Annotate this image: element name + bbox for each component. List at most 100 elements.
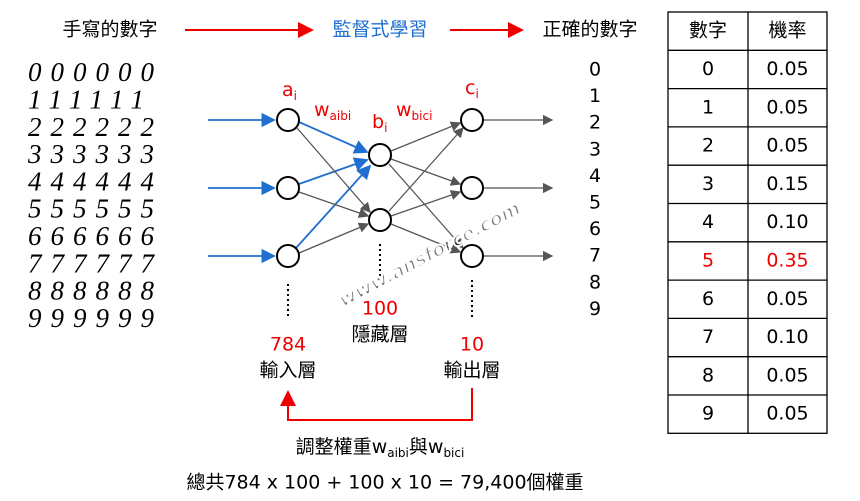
w-bc-label: wbici [396,99,432,123]
table-cell: 0.05 [766,135,808,157]
node [460,108,484,132]
base: a [282,79,294,101]
table-cell: 4 [702,211,714,233]
connection [295,164,372,249]
connection [390,223,462,254]
text: 與 [409,436,428,458]
base: b [372,111,384,133]
digit-row: 111111 [28,85,153,115]
output-digit: 4 [589,165,601,187]
connection [390,158,462,186]
sub: bici [443,446,464,460]
connection [388,127,464,212]
base: w [428,436,444,458]
table-cell: 5 [702,249,714,271]
base: w [314,99,330,121]
sub: i [294,89,297,103]
base: w [396,99,412,121]
digit-row: 000000 [28,57,163,87]
connection [296,127,371,213]
output-digit: 9 [589,298,601,320]
table-cell: 0 [702,58,714,80]
node [460,244,484,268]
a-label: ai [282,79,297,103]
connection [388,163,464,249]
table-cell: 0.15 [766,173,808,195]
base: w [372,436,388,458]
table-cell: 0.35 [766,249,808,271]
output-count: 10 [460,334,484,356]
process-label: 監督式學習 [332,19,427,41]
output-digit: 6 [589,218,601,240]
connection [298,121,369,154]
digit-row: 555555 [28,194,163,224]
digit-row: 444444 [28,166,163,196]
node [368,143,392,167]
connection [390,190,462,217]
node [276,244,300,268]
node [368,208,392,232]
total-label: 總共784 x 100 + 100 x 10 = 79,400個權重 [186,472,583,494]
table-cell: 9 [702,403,714,425]
input-label: 手寫的數字 [62,19,157,41]
output-digit: 7 [589,245,601,267]
digit-row: 333333 [27,139,163,169]
connection [298,191,370,218]
output-digit: 1 [589,85,601,107]
network: ai waibi bi wbici ci 784 輸入層 100 隱藏層 10 … [208,77,554,382]
output-digit: 2 [589,112,601,134]
probability-table: 數字 機率 0 0.05 1 0.05 2 0.05 3 0.15 4 0.10 5 0.35 6 0.05 7… [667,11,828,434]
table-cell: 8 [702,364,714,386]
output-digit: 3 [589,138,601,160]
c-label: ci [465,77,479,101]
connection [298,222,370,254]
table-cell: 0.05 [766,403,808,425]
digit-row: 777777 [28,248,163,278]
node [276,176,300,200]
connection [390,121,462,152]
table-cell: 3 [702,173,714,195]
header-cell: 數字 [689,20,727,42]
input-layer: 輸入層 [259,360,316,382]
sub: aibi [330,109,352,123]
table-cell: 2 [702,135,714,157]
input-count: 784 [270,334,306,356]
header-cell: 機率 [768,20,806,42]
table-cell: 6 [702,288,714,310]
table-cell: 0.05 [766,364,808,386]
sub: i [475,87,478,101]
table-cell: 0.05 [766,58,808,80]
adjust-label: 調整權重waibi與wbici [296,436,465,460]
output-digits: 0 1 2 3 4 5 6 7 8 9 [589,59,601,320]
hidden-layer: 隱藏層 [351,324,408,346]
b-label: bi [372,111,387,135]
handwritten-digits: 0000001111112222223333334444445555556666… [27,57,163,333]
table-cell: 7 [702,326,714,348]
digit-row: 888888 [28,276,163,306]
sub: i [384,121,387,135]
base: c [465,77,475,99]
sub: aibi [387,446,409,460]
output-digit: 0 [589,59,601,81]
connection [298,157,369,185]
table-cell: 0.10 [766,211,808,233]
table-cell: 0.05 [766,96,808,118]
digit-row: 666666 [28,221,163,251]
table-cell: 0.10 [766,326,808,348]
output-layer: 輸出層 [443,360,500,382]
table-cell: 0.05 [766,288,808,310]
text: 調整權重 [296,436,372,458]
output-digit: 5 [589,192,601,214]
w-ab-label: waibi [314,99,351,123]
table-cell: 1 [702,96,714,118]
sub: bici [412,109,433,123]
digit-row: 222222 [28,112,163,142]
output-digit: 8 [589,271,601,293]
hidden-count: 100 [362,298,398,320]
output-label: 正確的數字 [542,19,637,41]
node [460,176,484,200]
feedback-arrow [280,388,473,421]
node [276,108,300,132]
digit-row: 999999 [28,303,163,333]
